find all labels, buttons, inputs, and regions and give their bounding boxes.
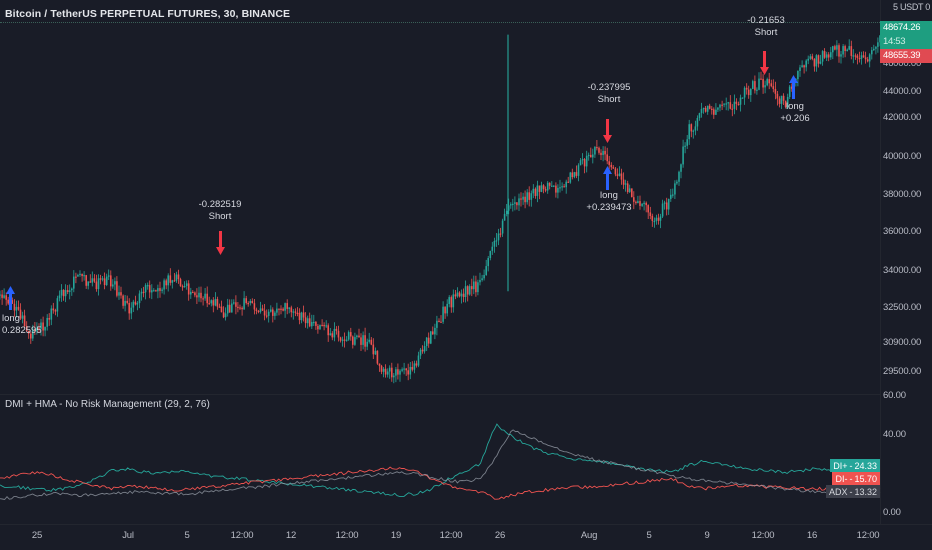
price-axis-tick: 0.00: [883, 507, 901, 518]
time-axis-tick: Aug: [580, 530, 598, 541]
time-axis-tick: 12: [285, 530, 297, 541]
time-axis-tick: 16: [806, 530, 818, 541]
high-price-label: 48674.26: [880, 21, 932, 35]
annotation-line: 0.282595: [2, 325, 42, 336]
candlestick-series: [0, 34, 881, 384]
annotation-line: +0.206: [780, 113, 810, 124]
price-axis-tick: 44000.00: [883, 86, 922, 97]
annotation-line: -0.282519: [198, 199, 242, 210]
trade-long-2-arrow-up-icon: [602, 165, 613, 191]
trade-long-2-label[interactable]: long +0.239473: [586, 190, 631, 214]
annotation-line: Short: [597, 94, 621, 105]
legend-value: 13.32: [854, 486, 877, 497]
indicator-legend-adx[interactable]: ADX -13.32: [825, 485, 880, 498]
annotation-line: long: [2, 313, 20, 324]
price-axis-tick: 36000.00: [883, 226, 922, 237]
legend-key: ADX: [828, 486, 848, 497]
legend-key: DI-: [835, 473, 848, 484]
price-axis[interactable]: 46000.00 44000.00 42000.00 40000.00 38000.00…: [880, 0, 932, 524]
price-axis-tick: 46000.00: [883, 58, 922, 69]
price-axis-tick: 30900.00: [883, 337, 922, 348]
legend-value: 24.33: [854, 460, 877, 471]
price-axis-tick: 42000.00: [883, 112, 922, 123]
pane-divider: [0, 394, 880, 395]
time-axis-tick: 12:00: [751, 530, 775, 541]
time-axis[interactable]: 25 Jul 5 12:00 12 12:00 19 12:00 26 Aug 5 9 12:00 16 1…: [0, 524, 932, 550]
price-axis-tick: 34000.00: [883, 265, 922, 276]
trade-long-1-arrow-up-icon: [5, 285, 16, 311]
annotation-line: -0.237995: [587, 82, 631, 93]
trade-short-1-arrow-down-icon: [215, 230, 226, 256]
legend-key: DI+: [833, 460, 848, 471]
indicator-legend-di-minus[interactable]: DI- -15.70: [832, 472, 880, 485]
time-axis-tick: 9: [704, 530, 710, 541]
time-axis-tick: 26: [494, 530, 506, 541]
indicator-title[interactable]: DMI + HMA - No Risk Management (29, 2, 7…: [5, 399, 210, 410]
time-axis-tick: 5: [646, 530, 652, 541]
price-axis-tick: 32500.00: [883, 302, 922, 313]
price-axis-tick: 40000.00: [883, 151, 922, 162]
trade-short-2-label[interactable]: -0.237995 Short: [588, 82, 631, 106]
trade-long-1-label[interactable]: long 0.282595: [2, 313, 42, 337]
trade-short-3-label[interactable]: -0.21653 Short: [747, 15, 785, 39]
annotation-line: -0.21653: [747, 15, 785, 26]
countdown-label: 14:53: [880, 35, 932, 49]
indicator-legend-di-plus[interactable]: DI+ -24.33: [830, 459, 880, 472]
time-axis-tick: 25: [31, 530, 43, 541]
time-axis-tick: 5: [184, 530, 190, 541]
last-price-dotted-line: [0, 22, 880, 23]
trade-long-3-label[interactable]: long +0.206: [780, 101, 809, 125]
last-price-label[interactable]: 48655.39: [880, 49, 932, 63]
annotation-line: Short: [754, 27, 778, 38]
time-axis-tick: 12:00: [439, 530, 463, 541]
annotation-line: long: [600, 190, 618, 201]
time-axis-tick: 12:00: [335, 530, 359, 541]
legend-value: 15.70: [854, 473, 877, 484]
trade-short-3-arrow-down-icon: [759, 50, 770, 76]
price-axis-tick: 38000.00: [883, 189, 922, 200]
time-axis-tick: 12:00: [856, 530, 880, 541]
time-axis-tick: 19: [390, 530, 402, 541]
time-axis-tick: Jul: [122, 530, 134, 541]
time-axis-tick: 12:00: [230, 530, 254, 541]
symbol-currency-badge: 5 USDT 0: [893, 2, 930, 12]
page-title: Bitcoin / TetherUS PERPETUAL FUTURES, 30…: [5, 8, 291, 20]
trade-short-1-label[interactable]: -0.282519 Short: [199, 199, 242, 223]
annotation-line: long: [786, 101, 804, 112]
trade-short-2-arrow-down-icon: [602, 118, 613, 144]
price-axis-tick: 29500.00: [883, 366, 922, 377]
annotation-line: Short: [208, 211, 232, 222]
dmi-series: [0, 423, 881, 500]
price-axis-tick: 40.00: [883, 429, 906, 440]
trade-long-3-arrow-up-icon: [788, 74, 799, 100]
price-axis-tick: 60.00: [883, 390, 906, 401]
annotation-line: +0.239473: [586, 202, 632, 213]
